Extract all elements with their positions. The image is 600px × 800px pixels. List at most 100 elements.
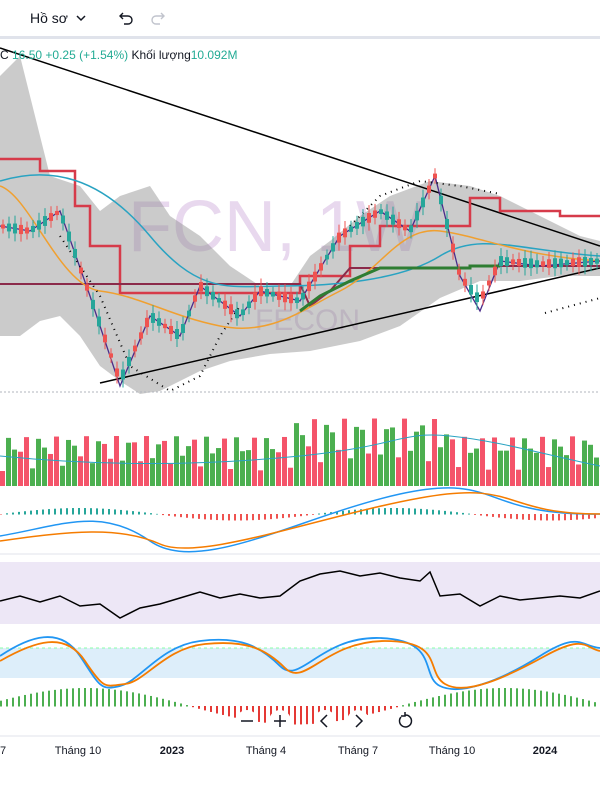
volume-bar (0, 471, 5, 486)
osc-bar (564, 694, 566, 707)
osc-bar (504, 688, 506, 707)
macd-bar (36, 510, 38, 515)
candle-body (115, 368, 119, 377)
macd-bar (348, 510, 350, 515)
macd-bar (96, 508, 98, 515)
candles (1, 168, 599, 388)
osc-bar (102, 688, 104, 707)
volume-bar (564, 455, 569, 486)
volume-bar (300, 435, 305, 486)
volume-bar (42, 447, 47, 486)
reset-button[interactable] (394, 710, 416, 732)
macd-bar (192, 514, 194, 519)
scroll-left-button[interactable] (314, 710, 336, 732)
volume-bar (114, 436, 119, 486)
osc-bar (84, 688, 86, 707)
macd-bar (180, 514, 182, 518)
osc-bar (474, 689, 476, 707)
candle-body (205, 286, 209, 297)
osc-bar (294, 706, 296, 725)
osc-bar (228, 706, 230, 717)
volume-bar (552, 439, 557, 486)
candle-body (1, 224, 5, 229)
candle-body (481, 291, 485, 299)
volume-bar (474, 448, 479, 486)
candle-body (391, 214, 395, 225)
volume-bar (144, 436, 149, 486)
osc-bar (168, 700, 170, 707)
candle-body (337, 232, 341, 243)
candle-body (85, 284, 89, 291)
volume-ma (0, 434, 600, 467)
macd-bar (264, 514, 266, 520)
macd-bar (444, 510, 446, 515)
macd-bar (198, 514, 200, 519)
profile-button[interactable]: Hồ sơ (30, 10, 68, 26)
volume-bar (414, 431, 419, 486)
macd-bar (108, 509, 110, 515)
candle-body (289, 294, 293, 304)
candle-body (559, 258, 563, 268)
candle-body (193, 295, 197, 302)
candle-body (55, 210, 59, 216)
macd-bar (204, 514, 206, 520)
candle-body (571, 258, 575, 266)
osc-bar (114, 689, 116, 707)
candle-body (121, 369, 125, 380)
zoom-controls (236, 710, 416, 732)
legend-prefix: C (0, 48, 9, 62)
volume-bar (432, 419, 437, 486)
candle-body (349, 226, 353, 232)
candle-body (523, 258, 527, 268)
zoom-in-button[interactable] (269, 710, 291, 732)
osc-bar (492, 688, 494, 707)
volume-bar (120, 460, 125, 486)
candle-body (217, 298, 221, 303)
volume-bar (222, 438, 227, 486)
osc-bar (42, 691, 44, 707)
osc-bar (438, 696, 440, 707)
time-label: 2023 (160, 745, 184, 757)
volume-bar (210, 453, 215, 486)
ma-orange (0, 185, 600, 330)
volume-bar (90, 463, 95, 486)
macd-bar (144, 512, 146, 515)
volume-bar (444, 434, 449, 486)
candle-body (355, 222, 359, 229)
toolbar: Hồ sơ (0, 0, 600, 39)
macd-bar (384, 508, 386, 515)
candle-body (319, 263, 323, 271)
candle-body (331, 243, 335, 252)
volume-bar (336, 449, 341, 486)
macd-bar (366, 508, 368, 515)
volume-bar (24, 437, 29, 486)
candle-body (187, 310, 191, 317)
macd-bar (138, 511, 140, 515)
candle-body (181, 323, 185, 334)
osc-bar (126, 691, 128, 707)
macd-bar (156, 513, 158, 515)
undo-button[interactable] (116, 10, 134, 26)
macd-bar (594, 514, 596, 519)
redo-button[interactable] (150, 10, 168, 26)
volume-bar (30, 468, 35, 486)
osc-bar (312, 706, 314, 724)
volume-bar (180, 455, 185, 486)
candle-body (253, 292, 257, 302)
legend-change: +0.25 (+1.54%) (45, 48, 129, 62)
macd-bar (282, 514, 284, 519)
macd-bar (78, 508, 80, 515)
dropdown-icon[interactable] (76, 14, 86, 22)
macd-bar (564, 514, 566, 521)
osc-bar (342, 706, 344, 721)
volume-bar (294, 423, 299, 486)
scroll-right-button[interactable] (347, 710, 369, 732)
candle-body (109, 353, 113, 358)
osc-bar (402, 705, 404, 707)
zoom-out-button[interactable] (236, 710, 258, 732)
macd-bar (576, 514, 578, 520)
macd-bar (510, 514, 512, 519)
osc-bar (186, 705, 188, 707)
macd-bar (432, 509, 434, 515)
